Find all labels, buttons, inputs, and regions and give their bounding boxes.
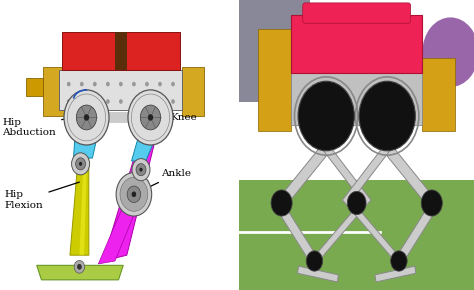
Polygon shape [396,206,435,264]
Circle shape [359,81,415,151]
Text: Hip
Flexion: Hip Flexion [5,182,79,210]
Polygon shape [36,265,123,280]
Circle shape [158,99,162,104]
Circle shape [67,82,71,86]
Circle shape [119,99,123,104]
Circle shape [132,99,136,104]
Circle shape [140,105,161,130]
Polygon shape [80,141,88,255]
Circle shape [119,82,123,86]
Polygon shape [70,139,89,255]
Circle shape [347,191,366,215]
Polygon shape [312,209,359,264]
Circle shape [301,107,304,111]
Circle shape [72,153,90,175]
Circle shape [145,82,149,86]
FancyBboxPatch shape [26,78,43,96]
Circle shape [120,177,148,211]
Polygon shape [99,181,148,264]
FancyBboxPatch shape [258,29,291,130]
Circle shape [128,90,173,145]
Circle shape [80,99,83,104]
Circle shape [93,82,97,86]
FancyBboxPatch shape [291,14,422,72]
FancyBboxPatch shape [239,0,310,102]
Circle shape [422,17,474,87]
FancyBboxPatch shape [303,3,410,23]
Circle shape [171,99,175,104]
Circle shape [317,107,320,111]
Circle shape [158,82,162,86]
FancyBboxPatch shape [291,72,422,125]
FancyBboxPatch shape [62,32,180,70]
Circle shape [76,105,97,130]
Polygon shape [278,206,318,264]
Circle shape [106,82,109,86]
Circle shape [171,82,175,86]
Circle shape [132,159,150,181]
Polygon shape [324,145,371,206]
Circle shape [84,114,89,121]
FancyBboxPatch shape [100,112,137,123]
Circle shape [116,173,152,216]
Circle shape [76,158,85,170]
FancyBboxPatch shape [422,58,455,130]
Circle shape [136,164,146,176]
Circle shape [93,99,97,104]
Circle shape [132,82,136,86]
Circle shape [148,114,153,121]
Polygon shape [131,134,157,161]
Circle shape [145,99,149,104]
FancyBboxPatch shape [182,67,204,116]
Circle shape [393,107,397,111]
FancyBboxPatch shape [239,180,474,290]
Circle shape [64,90,109,145]
Circle shape [391,251,407,271]
Circle shape [80,82,83,86]
Polygon shape [73,134,98,158]
Polygon shape [298,266,338,282]
Circle shape [409,107,412,111]
Polygon shape [375,266,416,282]
Text: Knee: Knee [153,113,197,122]
Circle shape [332,107,335,111]
Circle shape [347,107,351,111]
Circle shape [127,186,141,202]
Polygon shape [103,141,155,261]
Circle shape [271,190,292,216]
Circle shape [421,190,442,216]
Circle shape [132,191,136,197]
Circle shape [378,107,382,111]
Circle shape [79,162,82,166]
Polygon shape [278,144,329,207]
Circle shape [298,81,355,151]
FancyBboxPatch shape [115,32,127,70]
Circle shape [306,251,323,271]
Circle shape [77,264,82,270]
FancyBboxPatch shape [43,67,64,116]
Text: Hip
Abduction: Hip Abduction [2,118,68,137]
Polygon shape [342,145,390,206]
Circle shape [139,168,143,172]
Polygon shape [355,209,401,264]
FancyBboxPatch shape [59,70,182,110]
Circle shape [74,260,84,273]
Polygon shape [384,144,435,207]
Circle shape [67,99,71,104]
Circle shape [106,99,109,104]
Text: Ankle: Ankle [137,169,191,193]
Circle shape [363,107,366,111]
